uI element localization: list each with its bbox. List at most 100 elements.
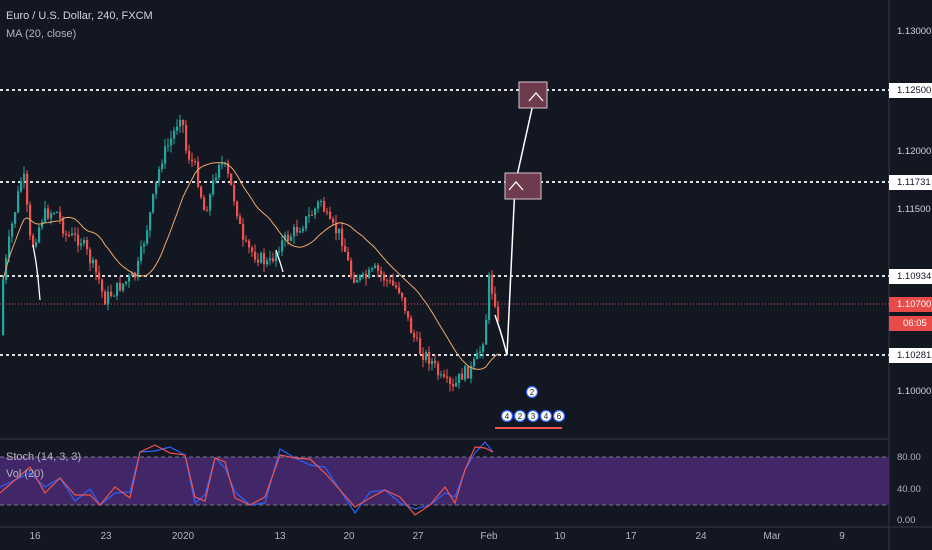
target-box [504, 172, 542, 200]
projection-arrow [494, 94, 536, 356]
candle-body [467, 366, 470, 379]
osc-axis-label: 40.00 [897, 484, 921, 495]
event-badge-label: 4 [505, 412, 510, 421]
candle-body [203, 197, 206, 211]
candle-body [317, 201, 320, 209]
candle-body [407, 311, 410, 318]
candle-body [362, 273, 365, 276]
event-badge [552, 409, 566, 423]
candle-body [251, 247, 254, 252]
candle-body [242, 223, 245, 240]
candle-body [296, 226, 299, 233]
candle-body [110, 291, 113, 297]
bar-countdown: 06:05 [889, 316, 932, 331]
level-tag[interactable]: 1.12500 [889, 83, 932, 98]
time-axis-label: Mar [763, 531, 781, 542]
candle-body [119, 282, 122, 291]
level-tag[interactable]: 1.10281 [889, 348, 932, 363]
candle-body [497, 306, 500, 322]
candle-body [71, 233, 74, 236]
candle-body [335, 222, 338, 234]
target-box [518, 81, 548, 109]
candle-body [230, 173, 233, 186]
candle-body [77, 234, 80, 246]
candle-body [176, 126, 179, 131]
candle-body [38, 227, 41, 243]
candle-body [50, 213, 53, 219]
candle-body [278, 251, 281, 253]
candle-body [80, 243, 83, 246]
candle-body [125, 281, 128, 284]
candle-body [488, 274, 491, 320]
time-axis-label: 10 [554, 531, 566, 542]
candle-body [95, 259, 98, 273]
candle-body [359, 275, 362, 281]
price-axis-label: 1.13000 [897, 26, 932, 37]
time-axis-label: 2020 [171, 531, 195, 542]
candle-body [137, 260, 140, 278]
candle-body [491, 274, 494, 294]
ma-legend[interactable]: MA (20, close) [6, 28, 77, 40]
candle-body [266, 260, 269, 265]
candle-body [26, 173, 29, 205]
price-axis-label: 1.11500 [897, 204, 931, 215]
candle-body [101, 279, 104, 292]
candle-body [374, 265, 377, 269]
candle-body [410, 317, 413, 334]
candle-body [281, 240, 284, 252]
candle-body [221, 163, 224, 165]
candle-body [461, 373, 464, 380]
candle-body [479, 351, 482, 354]
event-badge [539, 409, 553, 423]
candle-body [47, 208, 50, 219]
price-axis-label: 1.10000 [897, 386, 932, 397]
stoch-d-line [0, 444, 494, 516]
candle-body [377, 265, 380, 271]
candle-body [188, 150, 191, 160]
candle-body [158, 169, 161, 183]
candle-body [236, 201, 239, 217]
candle-body [113, 295, 116, 297]
time-axis-label: 23 [100, 531, 112, 542]
candle-body [398, 287, 401, 293]
candle-body [92, 259, 95, 264]
level-tag[interactable]: 1.11731 [889, 175, 932, 190]
candle-body [41, 221, 44, 228]
candle-body [380, 270, 383, 275]
time-axis-label: 13 [274, 531, 286, 542]
candle-body [131, 272, 134, 276]
candle-body [83, 240, 86, 244]
candle-body [257, 259, 260, 263]
candle-body [383, 274, 386, 281]
candle-body [182, 119, 185, 126]
candle-body [209, 194, 212, 211]
candle-body [365, 273, 368, 279]
candle-body [389, 280, 392, 282]
candle-body [59, 211, 62, 219]
symbol-legend[interactable]: Euro / U.S. Dollar, 240, FXCM [6, 10, 153, 22]
candle-body [413, 333, 416, 338]
event-badge-label: 2 [518, 412, 523, 421]
candle-body [191, 159, 194, 162]
target-arrowhead [528, 92, 544, 102]
candle-body [233, 185, 236, 202]
candle-body [473, 359, 476, 367]
osc-axis-label: 0.00 [897, 515, 916, 526]
stoch-legend[interactable]: Stoch (14, 3, 3) [6, 451, 82, 463]
candle-body [200, 186, 203, 198]
candle-body [146, 230, 149, 244]
candle-body [368, 269, 371, 279]
candle-body [431, 360, 434, 365]
target-arrowhead [508, 181, 524, 191]
event-badge-label: 4 [544, 412, 549, 421]
event-badge-label: 3 [531, 412, 536, 421]
vol-legend[interactable]: Vol (20) [6, 468, 44, 480]
candle-body [164, 146, 167, 164]
candle-body [263, 253, 266, 265]
level-tag[interactable]: 1.10934 [889, 269, 932, 284]
candle-body [2, 279, 5, 335]
candle-body [434, 360, 437, 364]
candle-body [185, 125, 188, 151]
